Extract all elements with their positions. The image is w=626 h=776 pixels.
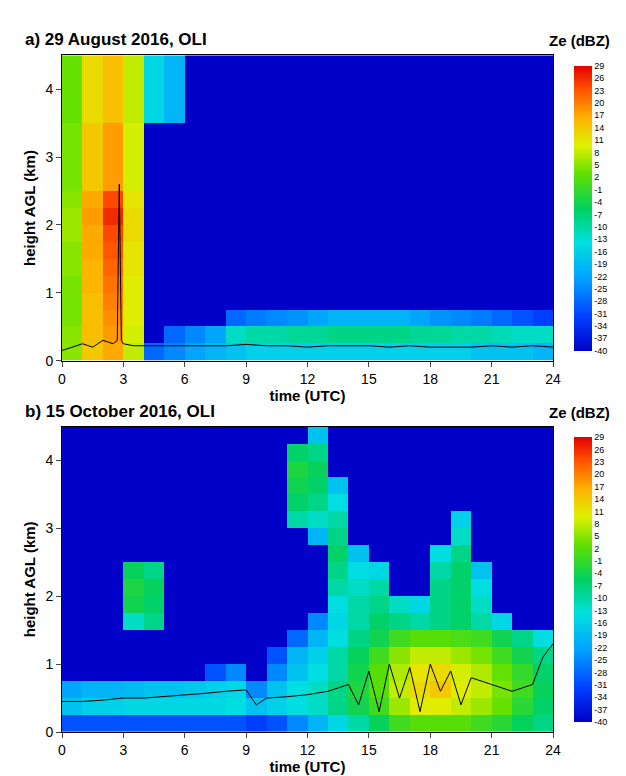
svg-text:time (UTC): time (UTC) [270,387,346,404]
svg-text:0: 0 [45,724,53,740]
svg-text:-16: -16 [594,618,607,628]
svg-text:12: 12 [300,371,316,387]
svg-text:26: 26 [594,73,604,83]
svg-text:3: 3 [45,149,53,165]
svg-text:6: 6 [181,742,189,758]
svg-text:2: 2 [45,217,53,233]
svg-text:-16: -16 [594,247,607,257]
svg-text:5: 5 [594,531,599,541]
svg-text:-28: -28 [594,668,607,678]
svg-text:3: 3 [45,520,53,536]
svg-text:-1: -1 [594,185,602,195]
svg-text:a) 29 August 2016, OLI: a) 29 August 2016, OLI [25,30,207,49]
svg-text:23: 23 [594,86,604,96]
svg-text:20: 20 [594,98,604,108]
svg-text:11: 11 [594,135,603,145]
svg-text:14: 14 [594,494,604,504]
svg-text:-1: -1 [594,556,602,566]
svg-text:height AGL (km): height AGL (km) [21,150,38,266]
svg-text:12: 12 [300,742,316,758]
svg-text:11: 11 [594,507,603,517]
svg-text:-7: -7 [594,581,602,591]
svg-text:18: 18 [422,742,438,758]
svg-text:2: 2 [594,172,599,182]
svg-text:-37: -37 [594,705,607,715]
svg-text:-4: -4 [594,197,602,207]
svg-text:4: 4 [45,452,53,468]
svg-text:-10: -10 [594,222,607,232]
svg-text:3: 3 [119,742,127,758]
svg-text:1: 1 [45,285,53,301]
svg-text:-37: -37 [594,333,607,343]
svg-text:1: 1 [45,656,53,672]
svg-text:Ze (dBZ): Ze (dBZ) [549,404,610,421]
svg-text:-10: -10 [594,593,607,603]
svg-text:9: 9 [242,371,250,387]
svg-text:8: 8 [594,148,599,158]
svg-text:21: 21 [484,742,500,758]
svg-text:8: 8 [594,519,599,529]
svg-text:3: 3 [119,371,127,387]
svg-text:-13: -13 [594,234,607,244]
svg-text:-25: -25 [594,284,607,294]
svg-text:14: 14 [594,123,604,133]
svg-text:21: 21 [484,371,500,387]
svg-text:-31: -31 [594,309,607,319]
svg-text:24: 24 [545,742,561,758]
svg-text:-34: -34 [594,692,607,702]
svg-text:time (UTC): time (UTC) [270,758,346,775]
svg-text:6: 6 [181,371,189,387]
svg-text:Ze (dBZ): Ze (dBZ) [549,32,610,49]
svg-text:0: 0 [45,353,53,369]
svg-text:15: 15 [361,371,377,387]
svg-text:-31: -31 [594,680,607,690]
svg-text:24: 24 [545,371,561,387]
svg-text:29: 29 [594,61,604,71]
svg-text:0: 0 [58,742,66,758]
svg-text:-25: -25 [594,655,607,665]
svg-text:-4: -4 [594,568,602,578]
svg-text:18: 18 [422,371,438,387]
svg-text:15: 15 [361,742,377,758]
svg-text:26: 26 [594,445,604,455]
svg-text:-19: -19 [594,259,607,269]
svg-text:2: 2 [45,588,53,604]
svg-text:20: 20 [594,469,604,479]
svg-text:-22: -22 [594,643,607,653]
svg-text:5: 5 [594,160,599,170]
svg-text:0: 0 [58,371,66,387]
svg-text:-22: -22 [594,272,607,282]
svg-text:2: 2 [594,544,599,554]
svg-text:-7: -7 [594,210,602,220]
svg-text:9: 9 [242,742,250,758]
svg-text:-40: -40 [594,717,607,727]
svg-text:height AGL (km): height AGL (km) [21,521,38,637]
svg-text:-40: -40 [594,346,607,356]
svg-text:17: 17 [594,482,604,492]
svg-text:-13: -13 [594,606,607,616]
svg-text:17: 17 [594,110,604,120]
svg-text:-19: -19 [594,630,607,640]
svg-text:23: 23 [594,457,604,467]
svg-text:29: 29 [594,432,604,442]
svg-text:b) 15 October 2016, OLI: b) 15 October 2016, OLI [25,402,215,421]
svg-text:4: 4 [45,81,53,97]
svg-text:-28: -28 [594,296,607,306]
svg-text:-34: -34 [594,321,607,331]
